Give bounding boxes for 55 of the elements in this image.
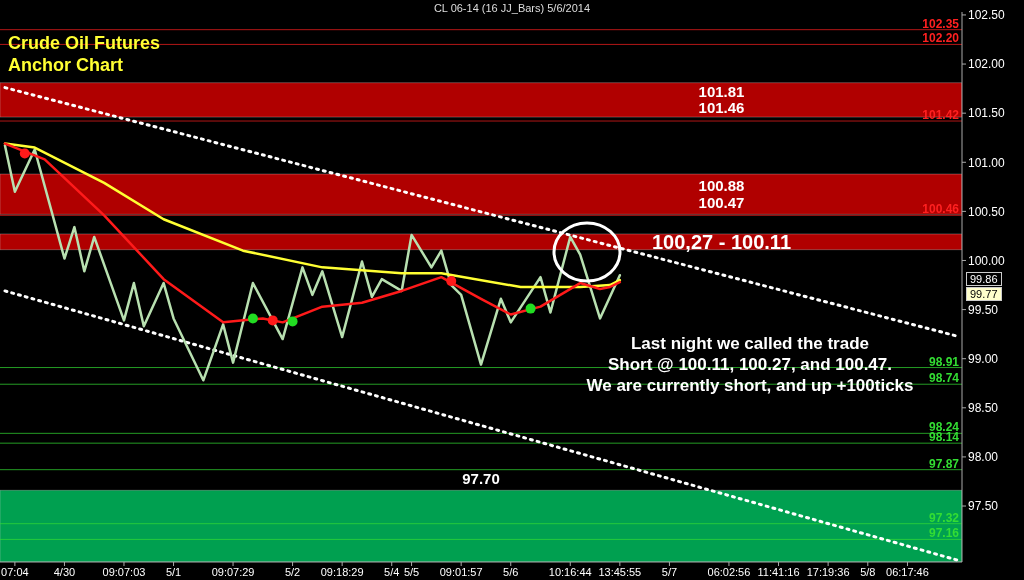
- x-tick-label: 06:02:56: [707, 565, 751, 578]
- y-tick-label: 101.50: [968, 106, 1006, 121]
- x-tick-label: 5/5: [403, 565, 420, 578]
- annotation: Last night we called the trade: [629, 334, 871, 354]
- y-tick-label: 102.00: [968, 57, 1006, 72]
- point: [525, 303, 536, 314]
- x-tick-label: 5/2: [284, 565, 301, 578]
- y-tick-label: 100.00: [968, 253, 1006, 268]
- chart-title: CL 06-14 (16 JJ_Bars) 5/6/2014: [433, 2, 591, 14]
- x-tick-label: 09:07:29: [211, 565, 255, 578]
- x-tick-label: 07:04: [1, 565, 29, 578]
- y-tick-label: 101.00: [968, 155, 1006, 170]
- x-tick-label: 06:17:46: [886, 565, 929, 578]
- ref-line-label: 98.91: [928, 354, 960, 369]
- point: [247, 313, 258, 324]
- ref-line-label: 97.32: [928, 510, 960, 525]
- text: 99.77: [966, 287, 1002, 301]
- band-label: 97.70: [462, 470, 500, 488]
- ref-line-label: 98.14: [928, 430, 960, 445]
- x-tick-label: 5/8: [860, 565, 876, 578]
- annotation: Anchor Chart: [8, 55, 124, 76]
- ref-line-label: 102.35: [922, 16, 960, 31]
- x-tick-label: 17:19:36: [806, 565, 850, 578]
- x-tick-label: 4/30: [53, 565, 76, 578]
- ref-line-label: 98.74: [928, 371, 960, 386]
- x-tick-label: 5/6: [503, 565, 519, 578]
- x-tick-label: 5/1: [165, 565, 182, 578]
- x-tick-label: 09:07:03: [102, 565, 146, 578]
- ref-line-label: 102.20: [922, 31, 960, 46]
- x-tick-label: 13:45:55: [598, 565, 642, 578]
- x-tick-label: 09:01:57: [439, 565, 483, 578]
- x-tick-label: 5/7: [661, 565, 678, 578]
- annotation: We are currently short, and up +100ticks: [586, 376, 914, 395]
- y-tick-label: 99.00: [968, 351, 999, 366]
- x-tick-label: 5/4: [384, 565, 400, 578]
- x-tick-label: 10:16:44: [548, 565, 592, 578]
- point: [287, 316, 298, 327]
- y-tick-label: 99.50: [968, 302, 999, 317]
- point: [19, 148, 30, 159]
- band-label: 101.81 101.46: [698, 82, 745, 117]
- ref-line-label: 100.46: [922, 202, 960, 217]
- y-tick-label: 97.50: [968, 499, 999, 514]
- y-tick-label: 100.50: [968, 204, 1006, 219]
- x-tick-label: 09:18:29: [320, 565, 364, 578]
- x-tick-label: 11:41:16: [757, 565, 800, 578]
- ref-line-label: 97.87: [928, 456, 960, 471]
- band-label: 100,27 - 100.11: [651, 230, 792, 253]
- point: [267, 315, 278, 326]
- y-tick-label: 98.00: [968, 450, 999, 465]
- point: [446, 276, 457, 287]
- band-label: 100.88 100.47: [698, 177, 745, 211]
- ref-line-label: 97.16: [928, 526, 960, 541]
- y-tick-label: 102.50: [968, 8, 1006, 23]
- text: 99.86: [966, 272, 1002, 286]
- y-tick-label: 98.50: [968, 401, 999, 416]
